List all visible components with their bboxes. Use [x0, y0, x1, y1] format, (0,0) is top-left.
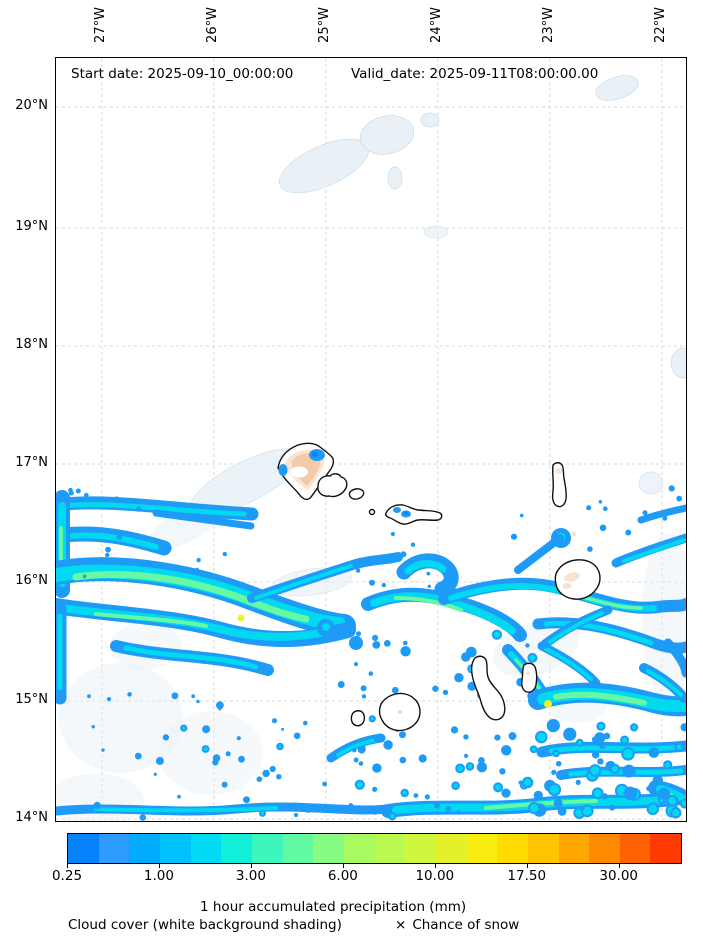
- colorbar-tick: [250, 863, 253, 868]
- lat-tick-label: 17°N: [15, 455, 48, 470]
- lon-tick-label: 23°W: [541, 7, 556, 43]
- colorbar-tick-label: 10.00: [415, 868, 455, 884]
- colorbar-tick-label: 30.00: [599, 868, 639, 884]
- colorbar-tick: [526, 863, 528, 868]
- colorbar-segment: [619, 834, 651, 863]
- colorbar-tick: [618, 863, 620, 868]
- colorbar-tick-label: 0.25: [51, 868, 83, 884]
- map-canvas: [56, 58, 686, 821]
- map-plot-area: Start date: 2025-09-10_00:00:00 Valid_da…: [55, 57, 687, 822]
- colorbar-tick: [342, 863, 345, 868]
- legend-snow-label: Chance of snow: [412, 917, 520, 933]
- colorbar-segment: [650, 834, 682, 863]
- colorbar-segment: [190, 834, 222, 863]
- island-boa-vista: [554, 559, 601, 600]
- lat-tick-label: 18°N: [15, 337, 48, 352]
- island-santa-luzia: [348, 488, 365, 500]
- colorbar-segment: [589, 834, 620, 863]
- colorbar-tick-label: 3.00: [235, 868, 266, 884]
- colorbar-segment: [68, 834, 99, 863]
- colorbar-tick: [158, 863, 161, 868]
- island-sao-nicolau: [385, 504, 443, 525]
- cloud-cover-layer: [56, 75, 686, 821]
- island-outlines: [277, 442, 601, 732]
- lon-tick-label: 26°W: [205, 7, 220, 43]
- colorbar-segment: [374, 834, 406, 863]
- legend-chance-of-snow: × Chance of snow: [395, 917, 519, 933]
- legend-cloud-cover: Cloud cover (white background shading): [68, 917, 342, 933]
- valid-date-title: Valid_date: 2025-09-11T08:00:00.00: [351, 66, 599, 82]
- lon-tick-label: 27°W: [93, 7, 108, 43]
- colorbar-segment: [343, 834, 375, 863]
- snow-marker-icon: ×: [395, 917, 407, 933]
- lon-tick-label: 25°W: [317, 7, 332, 43]
- islet: [368, 508, 376, 516]
- lat-tick-label: 20°N: [15, 98, 48, 113]
- colorbar-label: 1 hour accumulated precipitation (mm): [200, 899, 467, 915]
- scattered-showers: [68, 485, 686, 821]
- lat-tick-label: 19°N: [15, 219, 48, 234]
- lat-tick-label: 16°N: [15, 573, 48, 588]
- colorbar-segment: [527, 834, 559, 863]
- colorbar-segment: [405, 834, 436, 863]
- island-brava: [350, 710, 366, 727]
- island-santiago: [470, 655, 506, 721]
- colorbar-segment: [98, 834, 130, 863]
- colorbar-segment: [435, 834, 467, 863]
- precipitation-colorbar: [67, 833, 682, 864]
- colorbar-segment: [159, 834, 191, 863]
- colorbar-segment: [251, 834, 283, 863]
- lat-tick-label: 15°N: [15, 692, 48, 707]
- colorbar-tick: [434, 863, 436, 868]
- colorbar-segment: [221, 834, 252, 863]
- start-date-title: Start date: 2025-09-10_00:00:00: [71, 66, 294, 82]
- colorbar-segment: [313, 834, 344, 863]
- lon-tick-label: 24°W: [429, 7, 444, 43]
- colorbar-tick-label: 6.00: [327, 868, 358, 884]
- island-maio: [521, 662, 538, 693]
- colorbar-segment: [466, 834, 498, 863]
- colorbar-segment: [282, 834, 314, 863]
- lat-tick-label: 14°N: [15, 810, 48, 825]
- island-sal: [551, 462, 567, 508]
- precipitation-layer: [56, 485, 686, 821]
- colorbar-segment: [129, 834, 160, 863]
- lon-tick-label: 22°W: [653, 7, 668, 43]
- colorbar-segment: [558, 834, 590, 863]
- island-sao-vicente: [317, 473, 348, 498]
- colorbar-tick: [67, 863, 69, 868]
- colorbar-tick-label: 17.50: [507, 868, 547, 884]
- colorbar-tick-label: 1.00: [143, 868, 174, 884]
- colorbar-segment: [497, 834, 528, 863]
